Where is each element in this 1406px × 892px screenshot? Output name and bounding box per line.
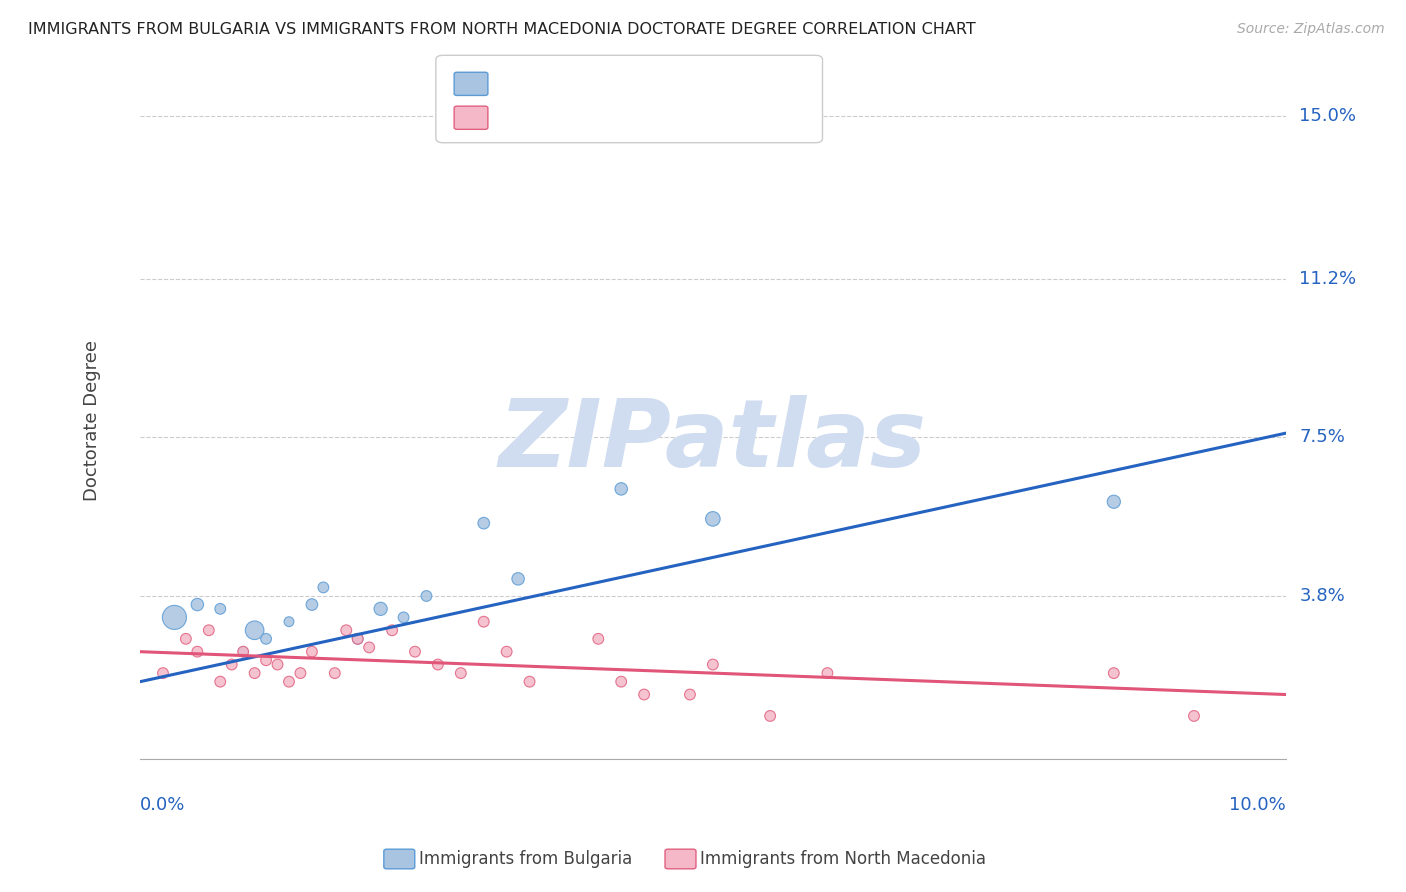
Text: R =  0.537   N = 18: R = 0.537 N = 18 bbox=[494, 74, 655, 92]
Point bbox=[198, 624, 221, 638]
Point bbox=[1102, 494, 1125, 508]
Point bbox=[232, 645, 254, 659]
Point bbox=[370, 602, 392, 616]
Point bbox=[209, 674, 232, 689]
Point bbox=[266, 657, 288, 672]
Point bbox=[519, 674, 541, 689]
Text: IMMIGRANTS FROM BULGARIA VS IMMIGRANTS FROM NORTH MACEDONIA DOCTORATE DEGREE COR: IMMIGRANTS FROM BULGARIA VS IMMIGRANTS F… bbox=[28, 22, 976, 37]
Text: 0.0%: 0.0% bbox=[141, 796, 186, 814]
Point bbox=[702, 512, 724, 526]
Point bbox=[346, 632, 368, 646]
Point bbox=[335, 624, 357, 638]
Point bbox=[759, 709, 782, 723]
Text: 7.5%: 7.5% bbox=[1299, 428, 1346, 447]
Point bbox=[392, 610, 415, 624]
Text: 11.2%: 11.2% bbox=[1299, 270, 1357, 288]
Point bbox=[186, 598, 208, 612]
Point bbox=[404, 645, 426, 659]
Point bbox=[426, 657, 449, 672]
Point bbox=[450, 666, 472, 681]
Point bbox=[232, 645, 254, 659]
Point bbox=[588, 632, 610, 646]
Point bbox=[472, 516, 495, 531]
Point bbox=[278, 674, 301, 689]
Point bbox=[301, 598, 323, 612]
Text: Immigrants from North Macedonia: Immigrants from North Macedonia bbox=[700, 850, 986, 868]
Point bbox=[472, 615, 495, 629]
Point bbox=[312, 581, 335, 595]
Point bbox=[633, 688, 655, 702]
Point bbox=[243, 624, 266, 638]
Point bbox=[346, 632, 368, 646]
Point bbox=[152, 666, 174, 681]
Point bbox=[610, 482, 633, 496]
Point bbox=[301, 645, 323, 659]
Point bbox=[209, 602, 232, 616]
Point bbox=[254, 653, 277, 667]
Text: R = -0.266   N = 33: R = -0.266 N = 33 bbox=[494, 108, 657, 126]
Point bbox=[415, 589, 437, 603]
Point bbox=[290, 666, 312, 681]
Point bbox=[610, 674, 633, 689]
Point bbox=[221, 657, 243, 672]
Point bbox=[381, 624, 404, 638]
Point bbox=[702, 657, 724, 672]
Point bbox=[278, 615, 301, 629]
Point bbox=[506, 572, 529, 586]
Point bbox=[495, 645, 517, 659]
Text: 3.8%: 3.8% bbox=[1299, 587, 1346, 605]
Point bbox=[1102, 666, 1125, 681]
Text: Doctorate Degree: Doctorate Degree bbox=[83, 340, 101, 500]
Point bbox=[254, 632, 277, 646]
Point bbox=[186, 645, 208, 659]
Point bbox=[359, 640, 381, 655]
Text: 15.0%: 15.0% bbox=[1299, 107, 1357, 125]
Text: Source: ZipAtlas.com: Source: ZipAtlas.com bbox=[1237, 22, 1385, 37]
Text: Immigrants from Bulgaria: Immigrants from Bulgaria bbox=[419, 850, 633, 868]
Point bbox=[323, 666, 346, 681]
Point bbox=[163, 610, 186, 624]
Point bbox=[243, 666, 266, 681]
Point bbox=[174, 632, 197, 646]
Text: 10.0%: 10.0% bbox=[1229, 796, 1285, 814]
Text: ZIPatlas: ZIPatlas bbox=[499, 394, 927, 487]
Point bbox=[1182, 709, 1205, 723]
Point bbox=[679, 688, 702, 702]
Point bbox=[815, 666, 838, 681]
